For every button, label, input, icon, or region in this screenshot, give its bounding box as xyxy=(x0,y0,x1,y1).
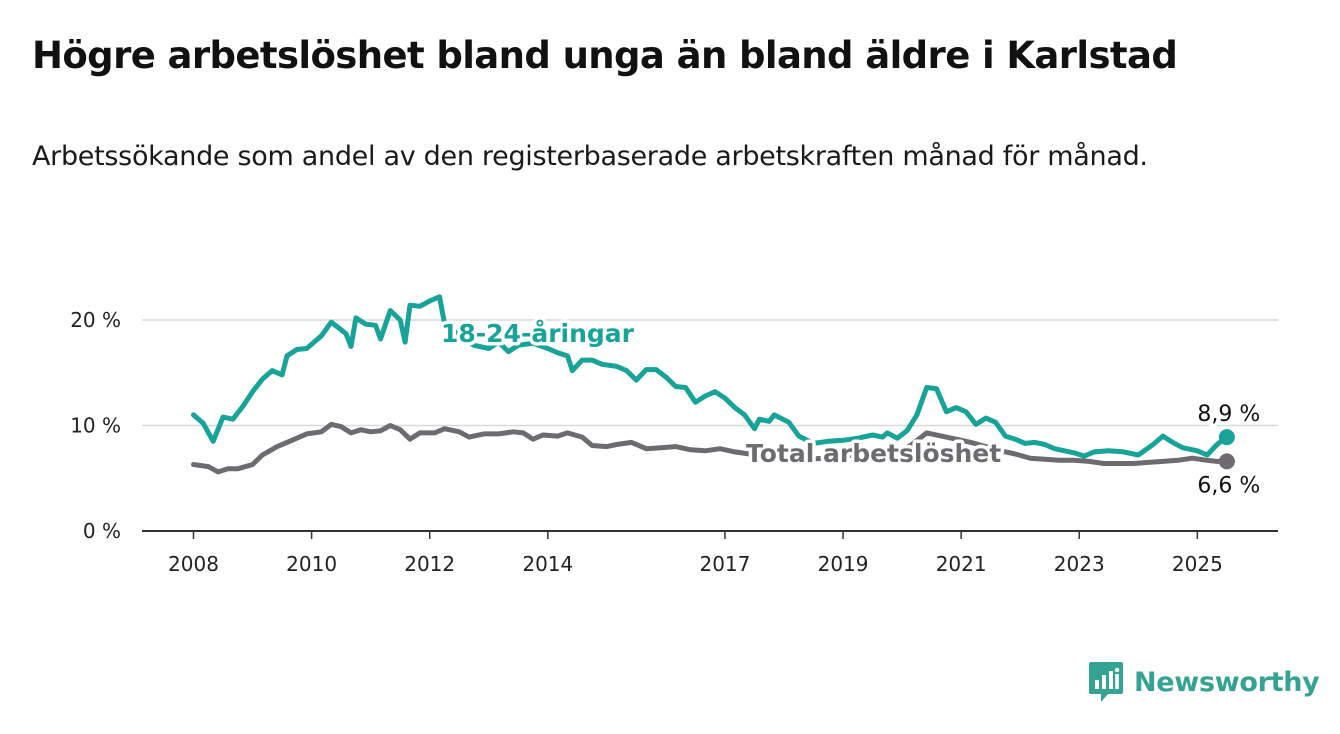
brand-logo: Newsworthy xyxy=(1088,660,1320,704)
x-tick-label: 2021 xyxy=(936,552,987,576)
y-tick-label: 10 % xyxy=(70,414,121,438)
x-tick-label: 2019 xyxy=(818,552,869,576)
newsworthy-bar-chart-logo-icon xyxy=(1089,662,1123,702)
brand-name: Newsworthy xyxy=(1134,666,1320,698)
x-tick-label: 2010 xyxy=(286,552,337,576)
y-tick-label: 0 % xyxy=(83,519,121,543)
series-line-youth xyxy=(191,294,1230,459)
end-value-label-total: 6,6 % xyxy=(1197,473,1260,498)
x-tick-label: 2012 xyxy=(404,552,455,576)
x-tick-label: 2025 xyxy=(1172,552,1223,576)
y-tick-label: 20 % xyxy=(70,308,121,332)
x-tick-label: 2014 xyxy=(522,552,573,576)
y-axis: 0 % 10 % 20 % xyxy=(70,308,121,543)
series-line-total xyxy=(191,421,1230,475)
end-value-label-youth: 8,9 % xyxy=(1197,402,1260,427)
chart-subtitle: Arbetssökande som andel av den registerb… xyxy=(32,141,1148,172)
x-tick-label: 2017 xyxy=(699,552,750,576)
end-point-total xyxy=(1218,453,1235,470)
end-point-youth xyxy=(1218,429,1235,446)
series-label-total: Total arbetslöshet xyxy=(746,439,1001,468)
line-chart: 0 %10 %20 %2008 2010 2012 2014 2017 2019 2021 2… xyxy=(70,294,1278,576)
x-tick-label: 2008 xyxy=(168,552,219,576)
series-label-youth: 18-24-åringar xyxy=(441,319,635,348)
x-tick-label: 2023 xyxy=(1054,552,1105,576)
chart-title: Högre arbetslöshet bland unga än bland ä… xyxy=(32,34,1178,77)
gridlines xyxy=(142,319,1278,427)
x-axis: 2008 2010 2012 2014 2017 2019 2021 2023 2025 xyxy=(168,531,1223,576)
